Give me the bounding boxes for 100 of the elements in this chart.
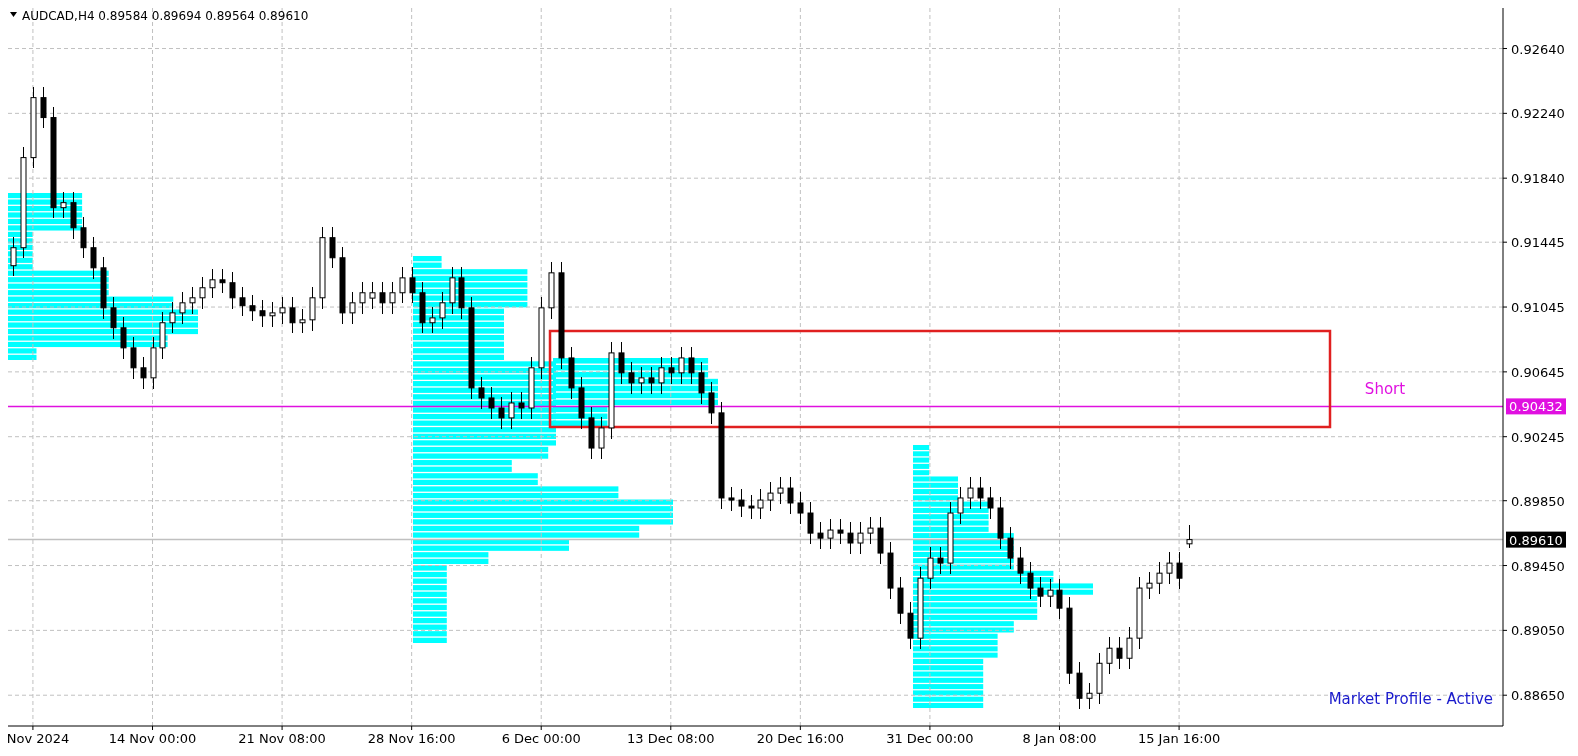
- candlestick: [937, 546, 944, 575]
- candlestick: [847, 521, 854, 555]
- y-tick-label: 0.91045: [1511, 300, 1565, 316]
- candlestick: [130, 336, 137, 380]
- candlestick: [698, 361, 705, 405]
- x-tick-label: 31 Dec 00:00: [886, 731, 974, 746]
- candlestick: [1056, 578, 1063, 620]
- candlestick: [110, 296, 117, 340]
- candlestick: [728, 486, 735, 512]
- candlestick: [90, 236, 97, 280]
- candlestick: [1166, 551, 1173, 585]
- y-tick-label: 0.90645: [1511, 364, 1565, 380]
- candlestick: [508, 391, 515, 430]
- candlestick: [1126, 626, 1133, 670]
- candlestick: [927, 546, 934, 590]
- candlestick: [219, 268, 226, 295]
- candlestick: [259, 299, 266, 328]
- candlestick: [987, 486, 994, 520]
- candlestick: [757, 488, 764, 520]
- text: 0.90432: [1509, 399, 1563, 415]
- candlestick: [488, 386, 495, 420]
- x-tick-label: 14 Nov 00:00: [108, 731, 197, 746]
- candlestick: [1086, 681, 1093, 710]
- x-tick-label: Nov 2024: [6, 731, 70, 746]
- candlestick: [309, 286, 316, 332]
- candlestick: [429, 306, 436, 335]
- candlestick: [1176, 551, 1183, 590]
- candlestick: [369, 281, 376, 310]
- candlestick: [837, 518, 844, 545]
- chart-title: AUDCAD,H4 0.89584 0.89694 0.89564 0.89610: [22, 9, 309, 23]
- candlestick: [1047, 578, 1054, 608]
- candlestick: [817, 521, 824, 550]
- ref-line-label: Short: [1364, 380, 1406, 399]
- candlestick: [807, 501, 814, 545]
- candlestick: [1017, 546, 1024, 585]
- candlestick: [678, 346, 685, 385]
- candlestick: [708, 381, 715, 425]
- candlestick: [827, 518, 834, 550]
- bar: [413, 256, 442, 262]
- candlestick: [289, 296, 296, 335]
- candlestick: [189, 286, 196, 315]
- candlestick: [1037, 576, 1044, 608]
- annotation: Market Profile - Active: [1328, 690, 1493, 708]
- candlestick: [169, 301, 176, 335]
- candlestick: [379, 281, 386, 315]
- candlestick: [229, 271, 236, 310]
- y-tick-label: 0.90245: [1511, 429, 1565, 445]
- candlestick: [1186, 524, 1193, 549]
- candlestick: [40, 86, 47, 129]
- candlestick: [787, 476, 794, 515]
- x-tick-label: 13 Dec 08:00: [627, 731, 715, 746]
- candlestick: [618, 341, 625, 385]
- candlestick: [598, 416, 605, 460]
- candlestick: [199, 276, 206, 310]
- x-tick-label: 8 Jan 08:00: [1022, 731, 1097, 746]
- y-tick-label: 0.89450: [1511, 558, 1565, 574]
- candlestick: [239, 286, 246, 318]
- candlestick: [748, 494, 755, 520]
- candlestick: [867, 516, 874, 545]
- candlestick: [140, 356, 147, 390]
- candlestick: [179, 291, 186, 325]
- x-tick-label: 20 Dec 16:00: [756, 731, 845, 746]
- candlestick: [1106, 636, 1113, 675]
- x-tick-label: 6 Dec 00:00: [501, 731, 581, 746]
- candlestick: [120, 316, 127, 360]
- candlestick: [349, 291, 356, 325]
- candlestick: [249, 294, 256, 323]
- text: 0.89610: [1509, 532, 1563, 548]
- candlestick: [329, 226, 336, 270]
- candlestick: [389, 281, 396, 315]
- x-tick-label: 21 Nov 08:00: [238, 731, 326, 746]
- candlestick: [1116, 636, 1123, 670]
- candlestick: [269, 301, 276, 328]
- candlestick: [797, 491, 804, 525]
- candlestick: [767, 481, 774, 512]
- candlestick: [478, 376, 485, 410]
- candlestick: [688, 346, 695, 385]
- candlestick: [1156, 561, 1163, 595]
- y-tick-label: 0.89850: [1511, 493, 1565, 509]
- candlestick: [299, 308, 306, 335]
- candlestick: [967, 476, 974, 510]
- candlestick: [80, 216, 87, 260]
- candlestick: [1007, 526, 1014, 570]
- candlestick: [359, 281, 366, 315]
- candlestick: [738, 488, 745, 518]
- candlestick: [628, 361, 635, 395]
- candlestick: [638, 366, 645, 395]
- x-tick-label: 15 Jan 16:00: [1137, 731, 1221, 746]
- candlestick: [399, 266, 406, 305]
- y-tick-label: 0.88650: [1511, 688, 1565, 704]
- y-tick-label: 0.92240: [1511, 106, 1565, 122]
- y-tick-label: 0.92640: [1511, 41, 1565, 57]
- candlestick: [1027, 561, 1034, 600]
- candlestick: [1146, 571, 1153, 600]
- y-tick-label: 0.91445: [1511, 235, 1565, 251]
- candlestick: [957, 486, 964, 525]
- candlestick: [209, 268, 216, 300]
- candlestick: [668, 356, 675, 385]
- bar: [413, 637, 447, 643]
- candlestick: [977, 476, 984, 510]
